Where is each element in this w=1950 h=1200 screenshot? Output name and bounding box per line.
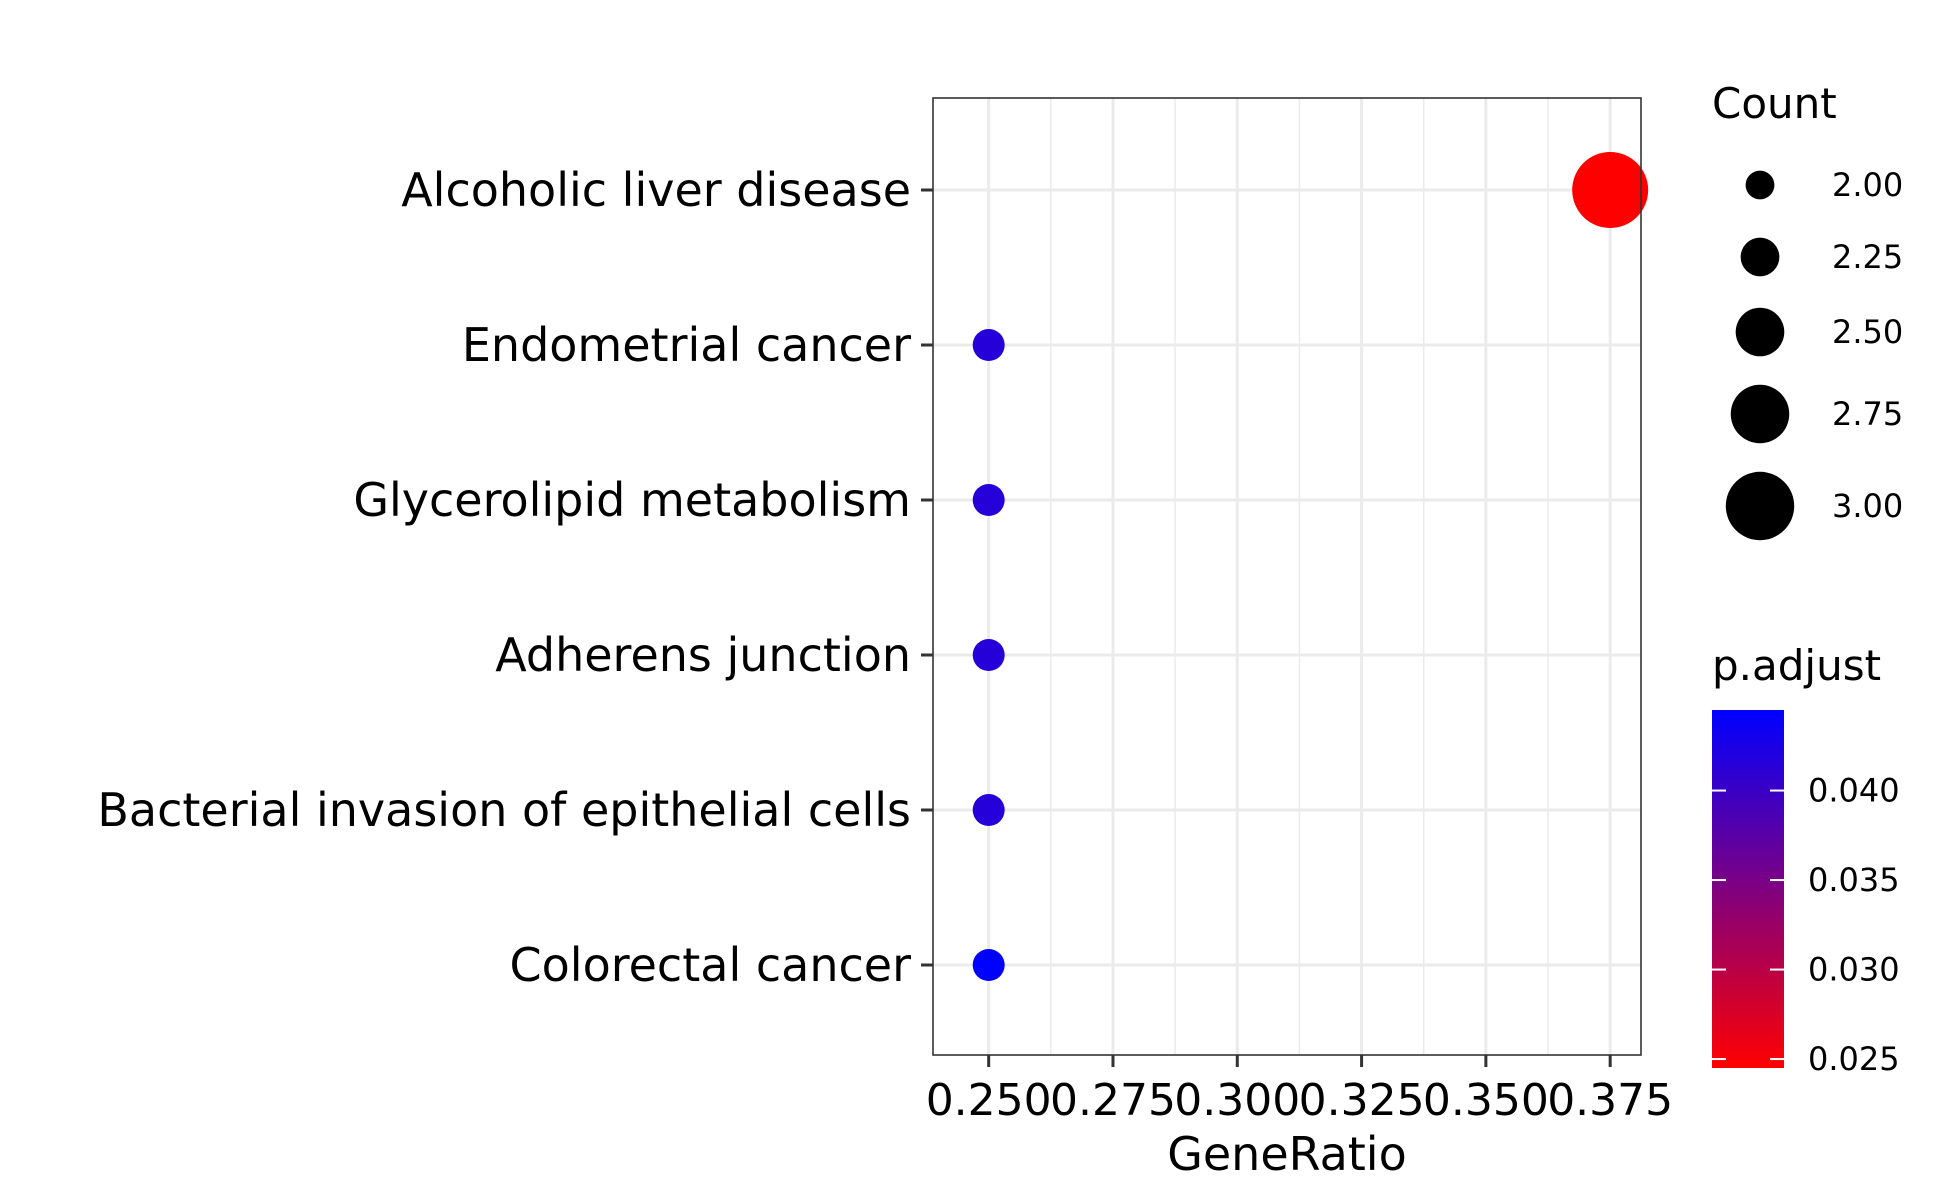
y-tick-label: Colorectal cancer — [510, 938, 912, 992]
x-tick-label: 0.350 — [1423, 1075, 1549, 1126]
size-legend-label: 2.75 — [1832, 395, 1903, 433]
size-legend: Count 2.00 2.25 2.50 2.75 3.00 — [1712, 79, 1903, 541]
data-point — [972, 639, 1005, 671]
size-legend-key — [1740, 237, 1780, 277]
data-point — [972, 949, 1005, 981]
plot-background — [933, 98, 1641, 1055]
color-legend-label: 0.040 — [1808, 772, 1900, 810]
y-tick-label: Bacterial invasion of epithelial cells — [97, 783, 911, 837]
data-points — [972, 152, 1649, 981]
y-tick-label: Endometrial cancer — [462, 318, 911, 372]
size-legend-label: 2.00 — [1832, 166, 1903, 204]
color-legend-label: 0.030 — [1808, 951, 1900, 989]
size-legend-label: 2.50 — [1832, 313, 1903, 351]
x-axis-title: GeneRatio — [1167, 1127, 1407, 1181]
y-tick-label: Adherens junction — [495, 628, 911, 682]
y-tick-label: Glycerolipid metabolism — [353, 473, 911, 527]
x-tick-label: 0.250 — [926, 1075, 1052, 1126]
plot-border — [932, 97, 1642, 1056]
size-legend-key — [1725, 471, 1795, 541]
x-tick-label: 0.375 — [1547, 1075, 1673, 1126]
size-legend-label: 2.25 — [1832, 238, 1903, 276]
size-legend-key — [1730, 384, 1790, 444]
size-legend-key — [1745, 170, 1775, 200]
y-axis: Alcoholic liver disease Endometrial cance… — [97, 163, 933, 992]
data-point — [972, 329, 1005, 361]
plot-panel — [932, 97, 1649, 1056]
size-legend-keys: 2.00 2.25 2.50 2.75 3.00 — [1725, 166, 1903, 541]
color-legend: p.adjust 0.025 0.030 0.035 0.040 — [1712, 641, 1900, 1078]
size-legend-title: Count — [1712, 79, 1837, 128]
size-legend-key — [1735, 307, 1785, 357]
size-legend-label: 3.00 — [1832, 487, 1903, 525]
data-point — [972, 794, 1005, 826]
x-tick-label: 0.275 — [1050, 1075, 1176, 1126]
color-legend-ticks: 0.025 0.030 0.035 0.040 — [1712, 772, 1900, 1078]
color-legend-label: 0.025 — [1808, 1040, 1900, 1078]
x-tick-label: 0.325 — [1299, 1075, 1425, 1126]
grid-lines — [933, 98, 1641, 1055]
y-tick-label: Alcoholic liver disease — [401, 163, 911, 217]
color-legend-title: p.adjust — [1712, 641, 1881, 690]
color-bar — [1712, 710, 1784, 1068]
x-tick-label: 0.300 — [1174, 1075, 1300, 1126]
data-point — [972, 484, 1005, 516]
color-legend-label: 0.035 — [1808, 861, 1900, 899]
data-point — [1572, 152, 1649, 228]
